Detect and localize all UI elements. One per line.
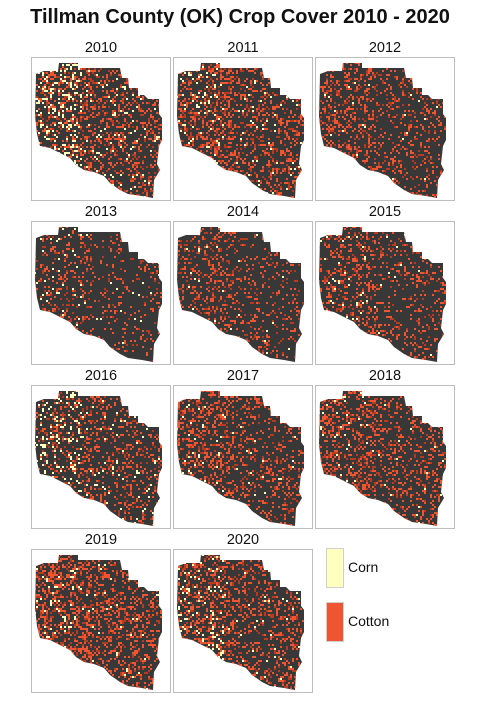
panel-frame — [315, 385, 455, 529]
panel-year-label: 2012 — [368, 40, 402, 56]
county-map-2013 — [35, 227, 162, 362]
legend-swatch-corn — [326, 548, 344, 588]
legend-label-cotton: Cotton — [348, 613, 390, 629]
panel-year-label: 2011 — [227, 40, 259, 56]
panel-2017: 2017 — [173, 368, 313, 529]
panel-frame — [315, 221, 455, 365]
legend-item-corn: Corn — [326, 548, 436, 588]
map-title: Tillman County (OK) Crop Cover 2010 - 20… — [30, 6, 450, 28]
panel-year-label: 2010 — [84, 40, 118, 56]
county-map-2016 — [35, 391, 162, 526]
county-map-2020 — [177, 555, 304, 690]
legend-item-cotton: Cotton — [326, 602, 436, 642]
panel-year-label: 2019 — [84, 532, 118, 548]
legend-label-corn: Corn — [348, 559, 379, 575]
county-shape — [177, 63, 304, 198]
county-map-2018 — [319, 391, 446, 526]
county-map-2010 — [35, 63, 162, 198]
panel-frame — [31, 385, 171, 529]
panel-2011: 2011 — [173, 40, 313, 201]
panel-2012: 2012 — [315, 40, 455, 201]
panel-2019: 2019 — [31, 532, 171, 693]
panel-year-label: 2015 — [368, 204, 402, 220]
panel-frame — [173, 385, 313, 529]
panel-year-label: 2014 — [226, 204, 260, 220]
panel-2014: 2014 — [173, 204, 313, 365]
panel-2010: 2010 — [31, 40, 171, 201]
panel-frame — [31, 549, 171, 693]
panel-year-label: 2018 — [368, 368, 402, 384]
panel-year-label: 2020 — [226, 532, 260, 548]
panel-year-label: 2016 — [84, 368, 118, 384]
panel-2016: 2016 — [31, 368, 171, 529]
county-shape — [319, 63, 446, 198]
panel-frame — [31, 221, 171, 365]
county-map-2015 — [319, 227, 446, 362]
county-map-2012 — [319, 63, 446, 198]
panel-2013: 2013 — [31, 204, 171, 365]
panel-2015: 2015 — [315, 204, 455, 365]
panel-year-label: 2017 — [226, 368, 260, 384]
panel-frame — [173, 57, 313, 201]
panel-frame — [315, 57, 455, 201]
panel-year-label: 2013 — [84, 204, 118, 220]
county-map-2017 — [177, 391, 304, 526]
panel-2018: 2018 — [315, 368, 455, 529]
panel-frame — [173, 549, 313, 693]
panel-2020: 2020 — [173, 532, 313, 693]
panel-frame — [31, 57, 171, 201]
county-map-2011 — [177, 63, 304, 198]
county-shape — [177, 227, 304, 362]
legend-swatch-cotton — [326, 602, 344, 642]
county-map-2014 — [177, 227, 304, 362]
county-map-2019 — [35, 555, 162, 690]
panel-frame — [173, 221, 313, 365]
county-shape — [35, 227, 162, 362]
